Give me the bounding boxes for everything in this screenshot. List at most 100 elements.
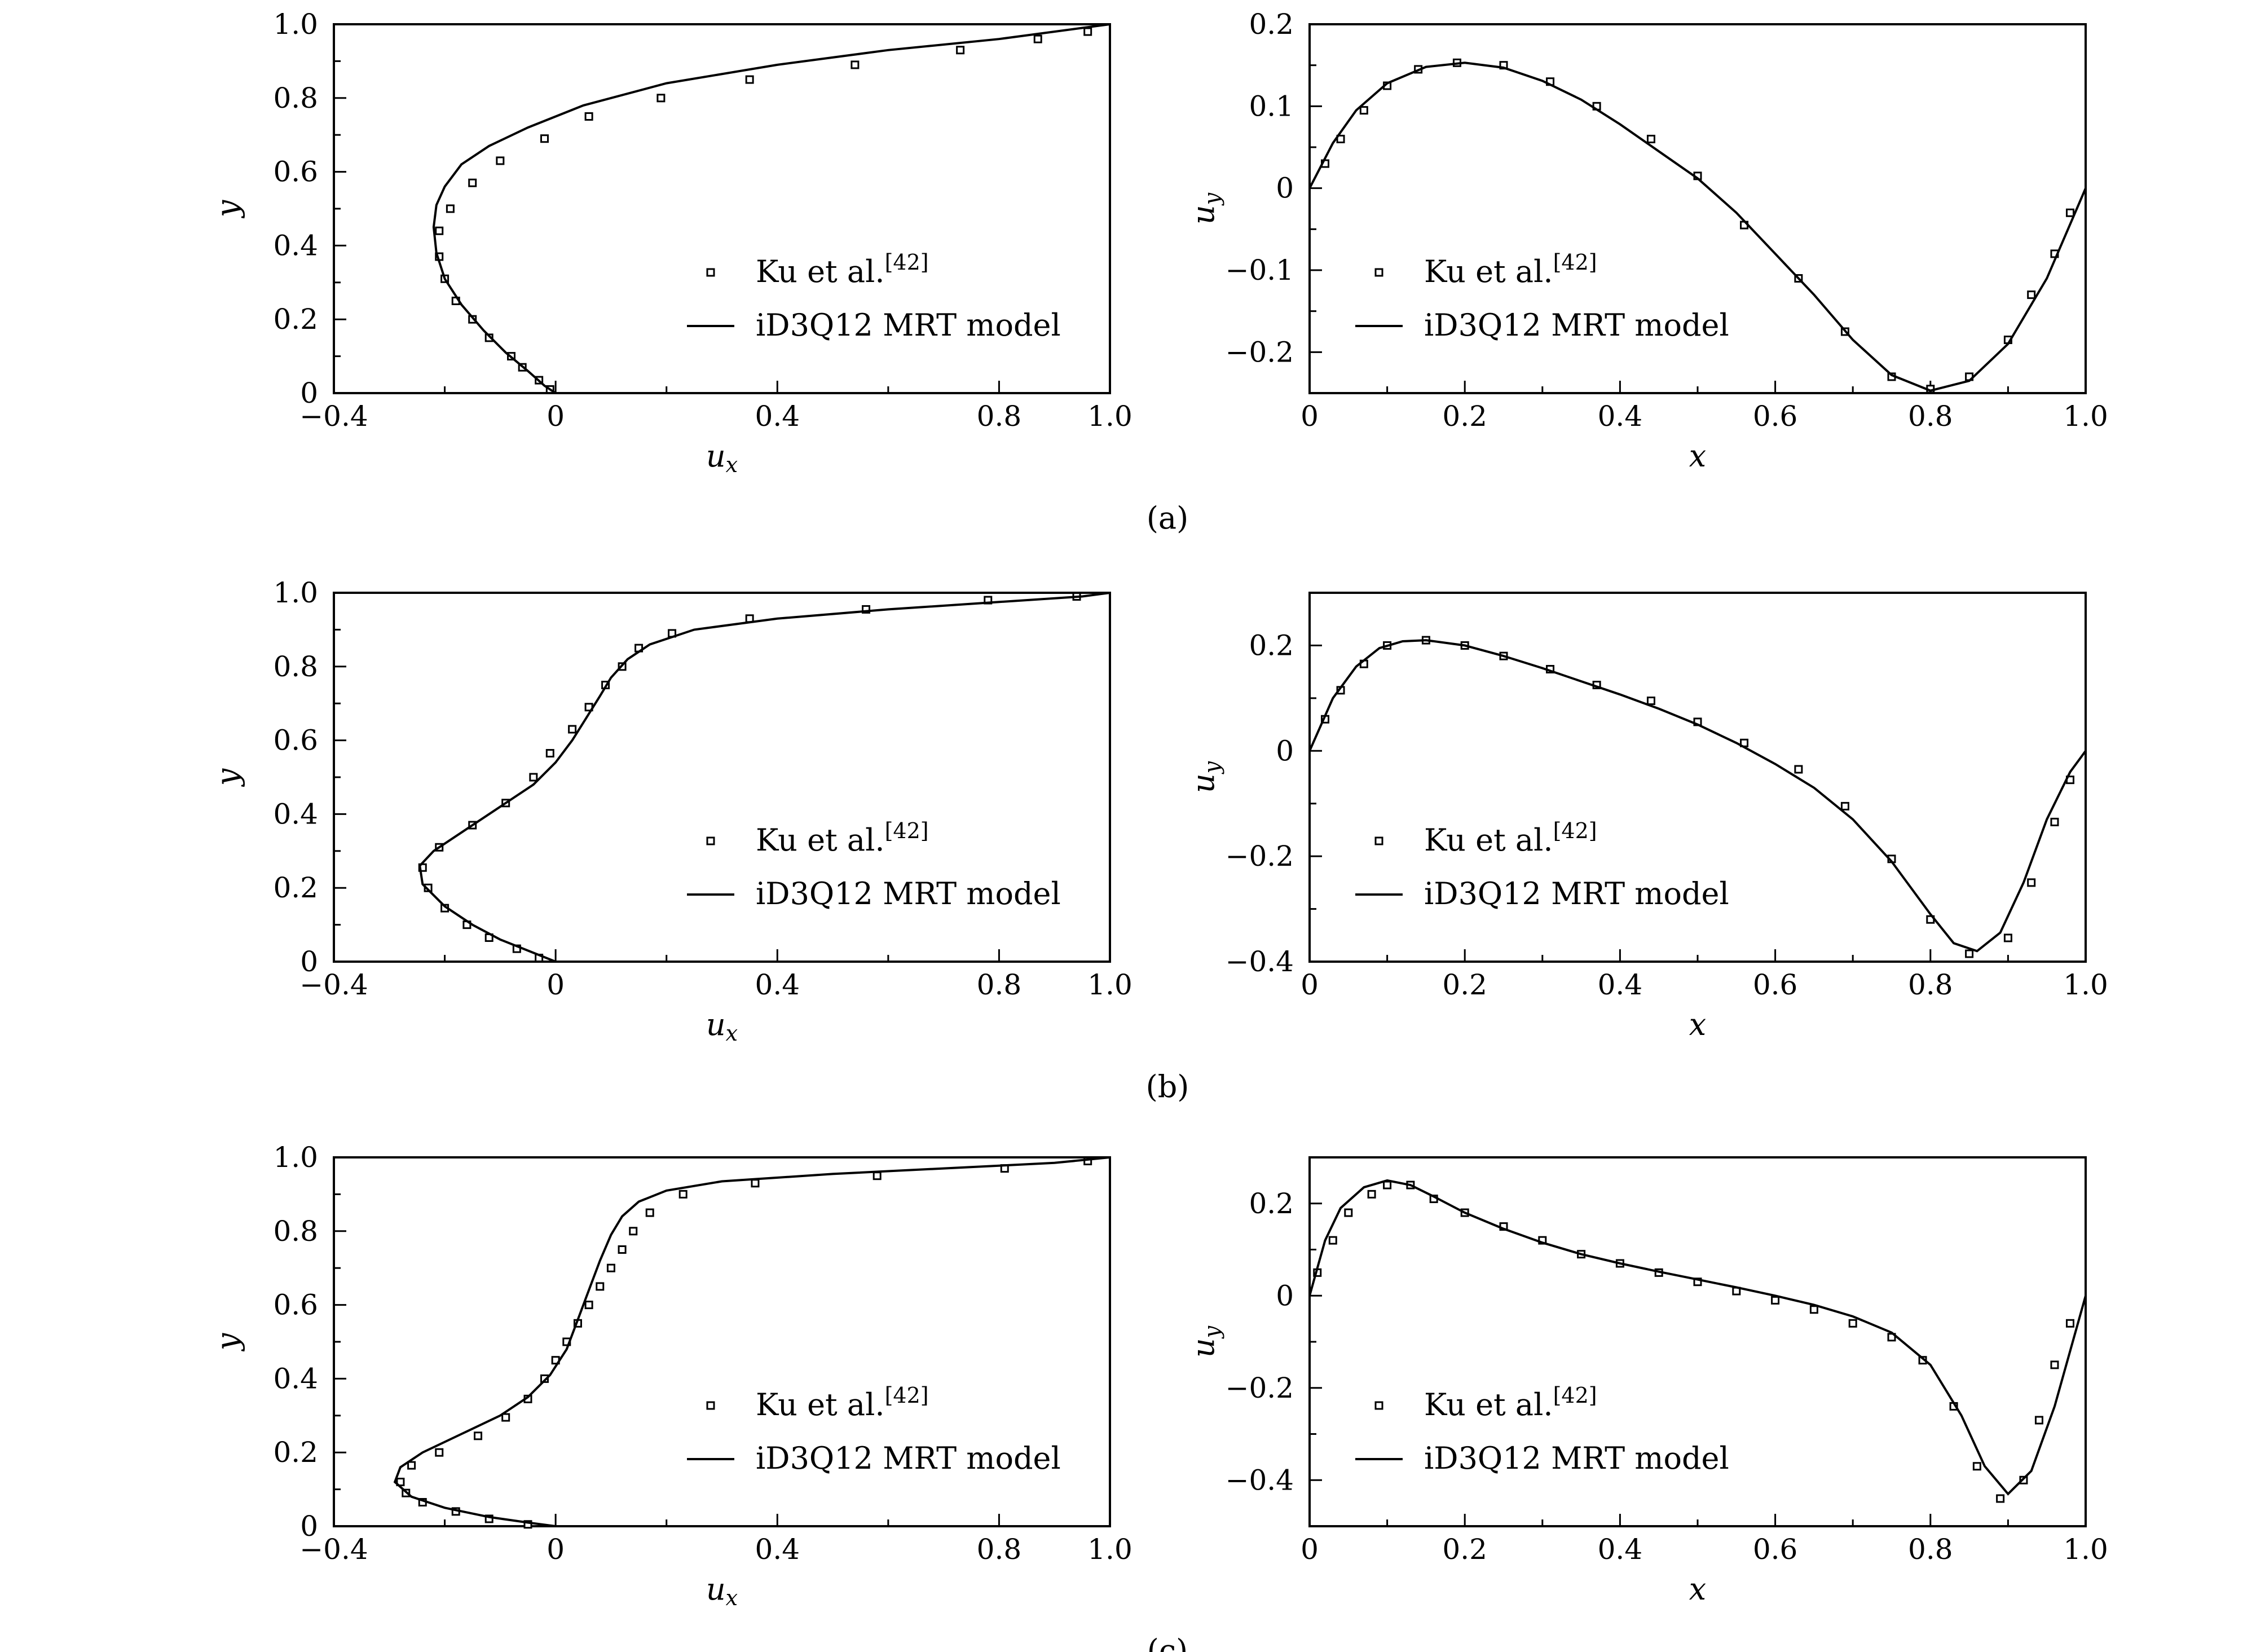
data-point-ku <box>396 1478 405 1487</box>
panel-label-b: (b) <box>1146 1069 1189 1104</box>
y-tick-label: 0 <box>300 945 318 978</box>
x-axis-label-subscript: x <box>726 1585 738 1610</box>
x-tick-label: 0.4 <box>1598 400 1643 433</box>
x-tick-label: 0 <box>1301 400 1319 433</box>
legend-marker-symbol <box>706 268 715 277</box>
data-point-ku <box>2034 1416 2043 1425</box>
data-point-ku <box>1336 134 1345 143</box>
legend-marker-ref: [42] <box>1553 818 1597 843</box>
legend-marker-label: Ku et al.[42] <box>756 250 929 289</box>
data-point-ku <box>501 1413 510 1422</box>
y-tick-label: 0 <box>1276 734 1294 767</box>
y-axis-label-subscript: y <box>1200 192 1224 206</box>
y-tick-label: 1.0 <box>273 576 318 609</box>
legend-line-label: iD3Q12 MRT model <box>1424 876 1729 911</box>
legend-marker-label: Ku et al.[42] <box>756 1383 929 1422</box>
x-tick-label: 0.2 <box>1442 400 1487 433</box>
data-point-ku <box>645 1208 654 1217</box>
y-tick-label: 0.2 <box>1249 1187 1294 1220</box>
x-tick-label: 1.0 <box>1087 400 1132 433</box>
legend-marker-ref: [42] <box>885 250 929 275</box>
x-tick-label: 0.8 <box>1908 400 1953 433</box>
y-tick-label: 0 <box>1276 1279 1294 1312</box>
y-axis-label: y <box>210 768 245 787</box>
data-point-ku <box>468 178 477 187</box>
panel-label-c: (c) <box>1147 1633 1188 1652</box>
y-tick-label: 0.6 <box>273 724 318 757</box>
data-point-ku <box>1996 1494 2005 1503</box>
data-point-ku <box>2003 933 2012 942</box>
legend-marker-label: Ku et al.[42] <box>1424 250 1597 289</box>
y-axis-label: uy <box>1186 192 1224 224</box>
data-point-ku <box>751 1179 760 1188</box>
x-tick-label: 0 <box>547 400 565 433</box>
legend-marker-symbol <box>1374 836 1383 845</box>
y-tick-label: −0.2 <box>1226 840 1294 873</box>
data-point-ku <box>656 94 666 103</box>
x-tick-label: 0.4 <box>755 968 800 1001</box>
chart-a-uy: 0 0.2 0.4 0.6 0.8 1.0 −0.2 −0.1 0 0.1 0.2 x uy Ku et … <box>1186 8 2108 474</box>
data-point-ku <box>1794 765 1803 774</box>
y-tick-label: −0.2 <box>1226 1372 1294 1404</box>
data-point-ku <box>2027 878 2036 887</box>
data-point-ku <box>1344 1208 1353 1217</box>
x-tick-label: 0.6 <box>1753 968 1798 1001</box>
y-tick-label: 0.4 <box>273 1362 318 1395</box>
y-tick-label: 0.2 <box>273 871 318 904</box>
x-tick-label: 1.0 <box>2063 968 2108 1001</box>
x-axis-label: ux <box>706 1571 738 1610</box>
y-tick-label: 0.4 <box>273 229 318 262</box>
data-point-ku <box>1359 106 1368 115</box>
x-tick-label: 0.8 <box>1908 968 1953 1001</box>
x-tick-label: −0.4 <box>299 1533 368 1566</box>
y-tick-label: 0.6 <box>273 156 318 188</box>
legend-line-label: iD3Q12 MRT model <box>756 1440 1061 1476</box>
data-point-ku <box>1771 1296 1780 1305</box>
x-tick-label: 0 <box>547 1533 565 1566</box>
y-tick-label: 0.6 <box>273 1289 318 1321</box>
data-point-ku <box>496 156 505 165</box>
data-point-ku <box>529 773 538 782</box>
x-axis-label: x <box>1689 1571 1706 1607</box>
y-tick-label: 1.0 <box>273 8 318 41</box>
data-point-ku <box>2065 1319 2074 1328</box>
legend-marker-ref: [42] <box>1553 1383 1597 1408</box>
y-axis-label: uy <box>1186 761 1224 793</box>
x-tick-label: 0 <box>1301 968 1319 1001</box>
data-point-ku <box>1809 1305 1818 1314</box>
legend-line-label: iD3Q12 MRT model <box>1424 307 1729 343</box>
x-tick-label: 0.6 <box>1753 1533 1798 1566</box>
y-axis-label: uy <box>1186 1325 1224 1358</box>
legend-marker-label: Ku et al.[42] <box>756 818 929 858</box>
panel-label-a: (a) <box>1147 500 1188 536</box>
x-tick-label: 1.0 <box>2063 1533 2108 1566</box>
x-axis-label: x <box>1689 1007 1706 1042</box>
data-point-ku <box>1383 1180 1392 1190</box>
legend-line-label: iD3Q12 MRT model <box>756 307 1061 343</box>
series-line-mrt-model <box>432 23 1111 394</box>
x-tick-label: 0.4 <box>755 1533 800 1566</box>
x-tick-label: 0 <box>1301 1533 1319 1566</box>
x-axis-label-subscript: x <box>726 452 738 477</box>
x-tick-label: 0.2 <box>1442 1533 1487 1566</box>
y-tick-label: 0.2 <box>1249 629 1294 662</box>
legend-marker-symbol <box>706 836 715 845</box>
chart-b-uy: 0 0.2 0.4 0.6 0.8 1.0 −0.4 −0.2 0 0.2 x uy Ku et al.… <box>1186 592 2108 1042</box>
y-tick-label: −0.4 <box>1226 1464 1294 1496</box>
x-tick-label: 0.4 <box>755 400 800 433</box>
data-point-ku <box>407 1461 416 1470</box>
data-point-ku <box>545 748 554 757</box>
y-axis-label-subscript: y <box>1200 761 1224 774</box>
x-tick-label: 0.8 <box>977 400 1022 433</box>
data-point-ku <box>606 1263 615 1272</box>
data-point-ku <box>1646 134 1655 143</box>
data-point-ku <box>2050 1360 2059 1369</box>
x-axis-label-subscript: x <box>726 1021 738 1046</box>
x-tick-label: 1.0 <box>1087 1533 1132 1566</box>
data-point-ku <box>2027 290 2036 299</box>
legend-marker-symbol <box>1374 268 1383 277</box>
y-axis-label: y <box>210 199 245 218</box>
